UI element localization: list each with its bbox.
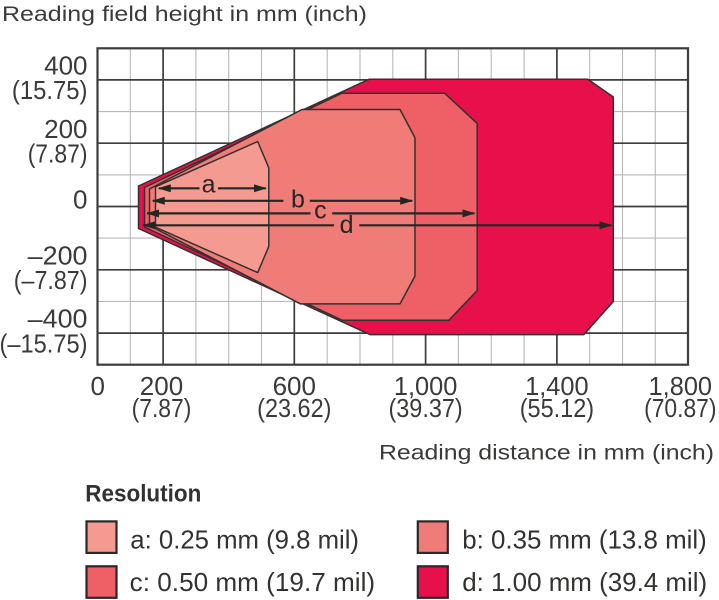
svg-text:0: 0 — [90, 371, 104, 401]
svg-text:c: 0.50 mm (19.7 mil): c: 0.50 mm (19.7 mil) — [130, 567, 375, 597]
svg-text:1,400: 1,400 — [525, 371, 589, 401]
svg-text:a: a — [202, 171, 216, 199]
svg-text:(55.12): (55.12) — [520, 393, 594, 423]
svg-text:(15.75): (15.75) — [12, 75, 88, 105]
svg-text:c: c — [314, 197, 327, 225]
svg-text:Resolution: Resolution — [85, 480, 201, 507]
svg-text:a: 0.25 mm (9.8 mil): a: 0.25 mm (9.8 mil) — [130, 525, 359, 555]
svg-text:(70.87): (70.87) — [644, 393, 716, 423]
svg-text:(39.37): (39.37) — [388, 393, 462, 423]
svg-text:0: 0 — [73, 184, 87, 214]
svg-text:–200: –200 — [28, 240, 88, 270]
svg-text:1,800: 1,800 — [649, 371, 713, 401]
svg-text:200: 200 — [44, 114, 87, 144]
svg-text:400: 400 — [44, 51, 87, 81]
svg-text:b: 0.35 mm (13.8 mil): b: 0.35 mm (13.8 mil) — [462, 525, 707, 555]
svg-text:b: b — [291, 186, 305, 214]
svg-text:200: 200 — [140, 371, 183, 401]
svg-text:(7.87): (7.87) — [28, 139, 88, 169]
svg-text:(–15.75): (–15.75) — [0, 328, 88, 358]
svg-text:d: d — [340, 211, 354, 239]
svg-text:Reading distance in mm (inch): Reading distance in mm (inch) — [379, 441, 714, 465]
svg-text:–400: –400 — [28, 304, 88, 334]
svg-text:(–7.87): (–7.87) — [14, 265, 88, 295]
svg-text:d: 1.00 mm (39.4 mil): d: 1.00 mm (39.4 mil) — [462, 567, 707, 597]
svg-text:600: 600 — [273, 371, 316, 401]
svg-text:(7.87): (7.87) — [132, 393, 192, 423]
svg-text:(23.62): (23.62) — [257, 393, 331, 423]
svg-text:Reading field height in mm (in: Reading field height in mm (inch) — [2, 2, 367, 26]
svg-text:1,000: 1,000 — [394, 371, 458, 401]
